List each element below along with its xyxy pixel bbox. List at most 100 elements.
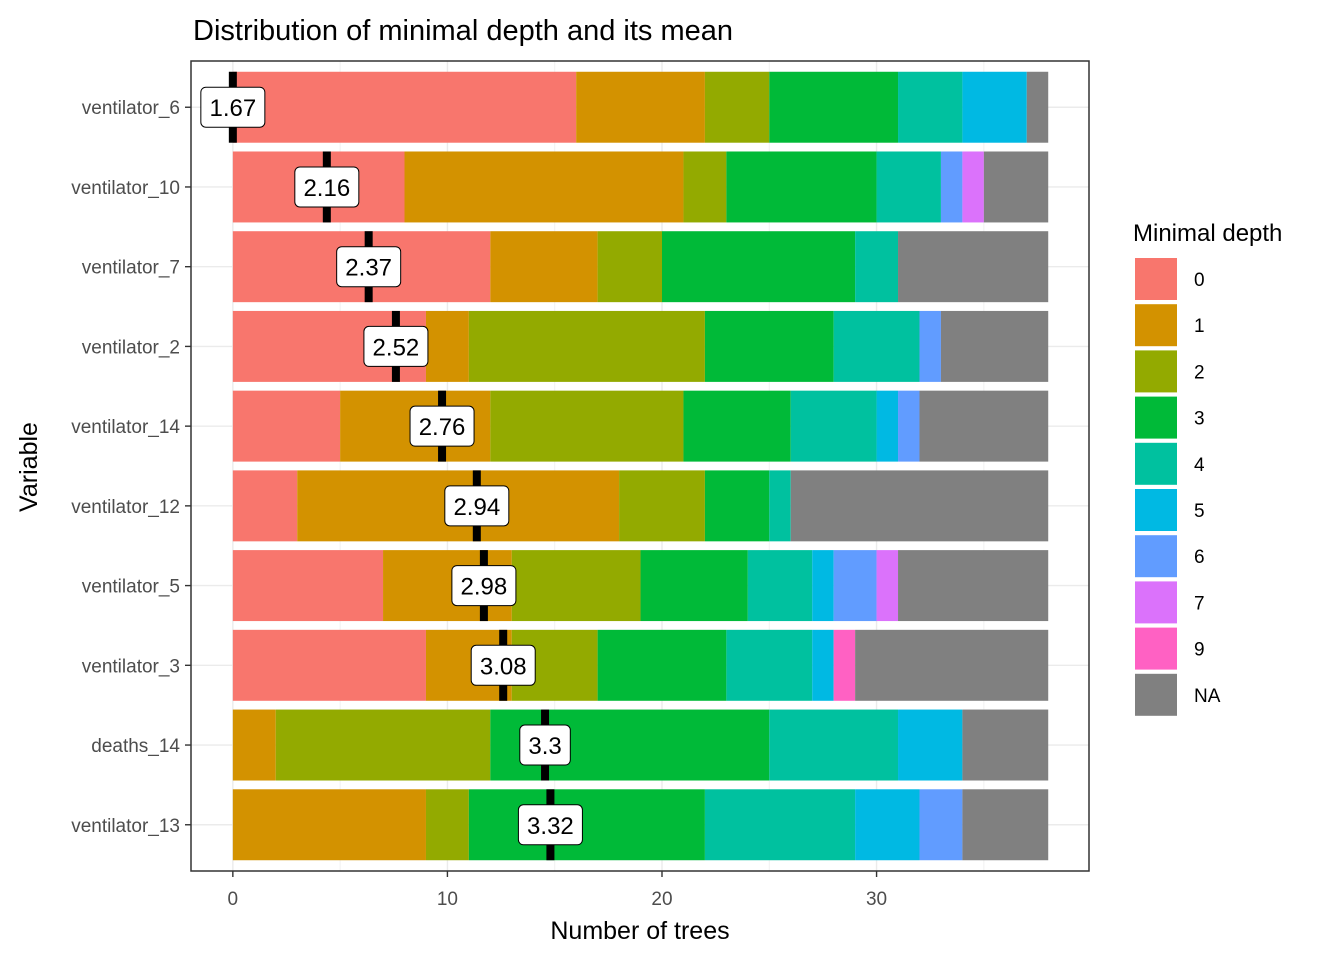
- y-tick-label: ventilator_2: [82, 337, 180, 358]
- mean-label: 2.52: [373, 334, 420, 361]
- bar-segment-deaths_14-depth-5: [898, 709, 963, 781]
- bar-segment-ventilator_7-depth-1: [490, 231, 598, 303]
- bar-segment-ventilator_10-depth-7: [962, 151, 984, 223]
- bar-segment-ventilator_5-depth-7: [876, 550, 899, 622]
- bar-segment-ventilator_2-depth-4: [833, 310, 920, 382]
- mean-label: 2.76: [419, 414, 466, 441]
- legend-swatch-NA: [1135, 673, 1177, 716]
- mean-markers: 1.67 2.16 2.37 2.52 2.76 2.94 2.98 3.08 3.3 3.32: [200, 71, 583, 861]
- bar-segment-ventilator_10-depth-1: [404, 151, 684, 223]
- bar-segment-ventilator_5-depth-0: [232, 550, 384, 622]
- mean-label: 2.16: [303, 175, 350, 202]
- mean-label: 3.08: [480, 653, 527, 680]
- mean-label-box: [363, 325, 429, 367]
- bar-segment-ventilator_2-depth-6: [919, 310, 941, 382]
- mean-label-box: [336, 246, 402, 288]
- bar-segment-ventilator_14-depth-4: [790, 390, 877, 462]
- legend-label-1: 1: [1194, 316, 1205, 337]
- legend-swatch-1: [1135, 304, 1177, 347]
- bar-segment-ventilator_6-depth-NA: [1026, 71, 1049, 143]
- bar-segment-ventilator_5-depth-6: [833, 550, 877, 622]
- bar-segment-ventilator_6-depth-4: [898, 71, 963, 143]
- y-tick-label: ventilator_10: [71, 178, 180, 199]
- y-axis-title: Variable: [15, 422, 43, 512]
- plot-panel-border: [190, 60, 1090, 872]
- bar-segment-ventilator_3-depth-4: [726, 629, 813, 701]
- bar-segment-ventilator_10-depth-4: [876, 151, 941, 223]
- legend-label-6: 6: [1194, 547, 1205, 568]
- bar-segment-ventilator_13-depth-4: [704, 789, 856, 861]
- bar-segment-ventilator_14-depth-6: [898, 390, 920, 462]
- bar-segment-ventilator_7-depth-NA: [898, 231, 1049, 303]
- mean-label-box: [444, 485, 510, 527]
- legend-swatch-6: [1135, 535, 1177, 578]
- bar-segment-ventilator_5-depth-5: [812, 550, 834, 622]
- bar-segment-ventilator_13-depth-NA: [962, 789, 1049, 861]
- bar-segment-ventilator_13-depth-3: [468, 789, 705, 861]
- bar-segment-ventilator_13-depth-1: [232, 789, 426, 861]
- bar-segment-ventilator_13-depth-5: [855, 789, 920, 861]
- bar-segment-ventilator_7-depth-3: [661, 231, 856, 303]
- bar-segment-ventilator_7-depth-2: [597, 231, 662, 303]
- bar-segment-ventilator_6-depth-2: [704, 71, 770, 143]
- legend-label-5: 5: [1194, 501, 1205, 522]
- bar-segment-ventilator_5-depth-3: [640, 550, 748, 622]
- x-tick-label: 0: [228, 889, 239, 910]
- mean-label: 3.3: [528, 733, 561, 760]
- legend-label-0: 0: [1194, 270, 1205, 291]
- legend: Minimal depth 0 1 2 3 4 5 6 7 9 NA: [1133, 220, 1282, 716]
- bar-segment-ventilator_6-depth-3: [769, 71, 899, 143]
- legend-label-NA: NA: [1194, 686, 1221, 707]
- bar-segment-ventilator_5-depth-4: [747, 550, 813, 622]
- bar-segment-ventilator_14-depth-3: [683, 390, 791, 462]
- bar-segment-ventilator_5-depth-NA: [898, 550, 1049, 622]
- bar-segment-ventilator_13-depth-6: [919, 789, 963, 861]
- y-axis: ventilator_6 ventilator_10 ventilator_7ven…: [71, 98, 191, 837]
- bar-segment-ventilator_2-depth-2: [468, 310, 705, 382]
- bar-segment-deaths_14-depth-NA: [962, 709, 1049, 781]
- mean-label-box: [200, 86, 266, 128]
- legend-swatch-9: [1135, 627, 1177, 670]
- bar-segment-ventilator_12-depth-4: [769, 470, 791, 542]
- bar-segment-ventilator_12-depth-0: [232, 470, 298, 542]
- bar-segment-ventilator_13-depth-2: [425, 789, 469, 861]
- bar-segment-ventilator_10-depth-3: [726, 151, 877, 223]
- bar-segment-ventilator_12-depth-3: [704, 470, 770, 542]
- bar-segment-deaths_14-depth-2: [275, 709, 491, 781]
- mean-label: 2.94: [453, 494, 500, 521]
- bar-segment-ventilator_5-depth-2: [511, 550, 641, 622]
- legend-swatch-0: [1135, 258, 1177, 300]
- legend-swatch-4: [1135, 442, 1177, 485]
- bar-segment-ventilator_14-depth-0: [232, 390, 341, 462]
- y-tick-label: ventilator_7: [82, 258, 180, 279]
- mean-label-box: [409, 405, 475, 447]
- bar-segment-ventilator_3-depth-NA: [855, 629, 1049, 701]
- bar-segment-ventilator_10-depth-6: [940, 151, 963, 223]
- bars: [232, 71, 1049, 861]
- bar-segment-ventilator_12-depth-NA: [790, 470, 1049, 542]
- chart-title: Distribution of minimal depth and its me…: [193, 15, 733, 47]
- y-tick-label: ventilator_14: [71, 417, 180, 438]
- y-tick-label: ventilator_12: [71, 497, 180, 518]
- bar-segment-ventilator_3-depth-0: [232, 629, 426, 701]
- legend-label-4: 4: [1194, 455, 1205, 476]
- y-tick-label: ventilator_13: [71, 816, 180, 837]
- bar-segment-ventilator_7-depth-4: [855, 231, 899, 303]
- bar-segment-ventilator_6-depth-1: [576, 71, 705, 143]
- mean-label-box: [519, 724, 571, 766]
- bar-segment-ventilator_3-depth-5: [812, 629, 834, 701]
- bar-segment-ventilator_14-depth-2: [490, 390, 684, 462]
- bar-segment-ventilator_2-depth-NA: [940, 310, 1049, 382]
- legend-label-2: 2: [1194, 362, 1205, 383]
- bar-segment-deaths_14-depth-1: [232, 709, 276, 781]
- legend-swatch-7: [1135, 581, 1177, 624]
- y-tick-label: ventilator_3: [82, 656, 180, 677]
- x-tick-label: 10: [437, 889, 458, 910]
- bar-segment-ventilator_10-depth-NA: [983, 151, 1049, 223]
- bar-segment-deaths_14-depth-4: [769, 709, 899, 781]
- bar-segment-ventilator_3-depth-9: [833, 629, 856, 701]
- bar-segment-ventilator_2-depth-1: [425, 310, 469, 382]
- x-tick-label: 30: [866, 889, 887, 910]
- bar-segment-ventilator_2-depth-3: [704, 310, 834, 382]
